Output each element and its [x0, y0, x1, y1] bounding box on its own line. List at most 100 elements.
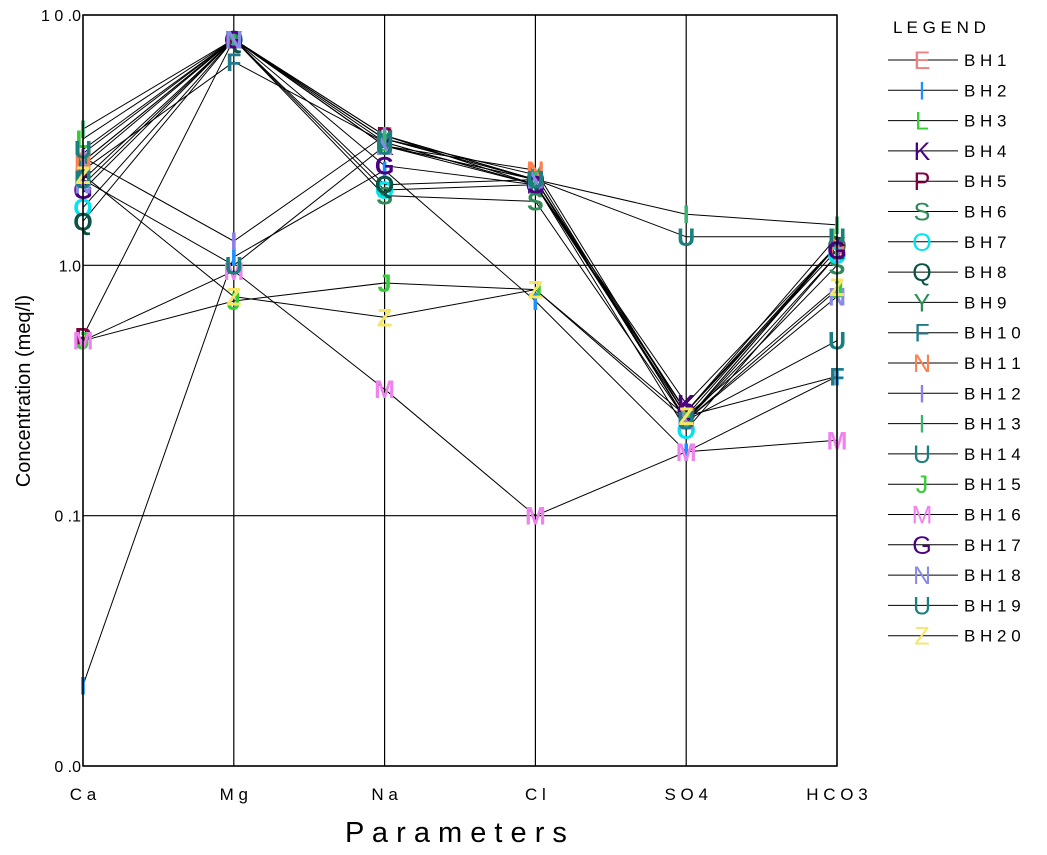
series-line-bh15 — [82, 282, 838, 422]
legend-label: B H 2 — [964, 81, 1007, 100]
marker-bh5-cl: P — [527, 172, 544, 200]
series-lines — [82, 38, 838, 686]
marker-bh9-na: Y — [376, 126, 393, 154]
x-tick-label: H C O 3 — [806, 785, 867, 804]
legend-item-bh12: I B H 1 2 — [888, 380, 1021, 408]
marker-bh11-so4: N — [677, 403, 695, 431]
legend-title: L E G E N D — [893, 18, 986, 37]
legend-marker: S — [914, 199, 931, 227]
x-tick-label: S O 4 — [664, 785, 707, 804]
marker-bh3-cl: L — [528, 172, 543, 200]
legend-label: B H 1 7 — [964, 536, 1021, 555]
marker-bh7-mg: O — [224, 26, 243, 54]
marker-bh12-cl: I — [532, 167, 539, 195]
marker-bh6-mg: S — [225, 26, 242, 54]
series-line-bh4 — [82, 38, 838, 405]
legend-label: B H 1 9 — [964, 596, 1021, 615]
marker-bh3-mg: L — [226, 26, 241, 54]
marker-bh14-mg: U — [225, 26, 243, 54]
legend-item-bh7: O B H 7 — [888, 229, 1007, 257]
legend-label: B H 1 0 — [964, 324, 1021, 343]
x-tick-label: C l — [525, 785, 546, 804]
marker-bh1-so4: E — [678, 407, 695, 435]
marker-bh8-so4: Q — [676, 399, 695, 427]
legend-label: B H 1 1 — [964, 354, 1021, 373]
marker-bh15-cl: J — [528, 277, 542, 305]
legend-label: B H 1 6 — [964, 506, 1021, 525]
marker-bh3-so4: L — [679, 399, 694, 427]
marker-bh8-na: Q — [375, 172, 394, 200]
marker-bh5-so4: P — [678, 399, 695, 427]
legend-item-bh3: L B H 3 — [888, 108, 1007, 136]
marker-bh12-so4: I — [683, 407, 690, 435]
plot-background — [83, 15, 837, 766]
legend-label: B H 4 — [964, 142, 1007, 161]
marker-bh17-mg: G — [224, 26, 243, 54]
legend-marker: I — [919, 380, 926, 408]
marker-bh6-na: S — [376, 183, 393, 211]
legend-label: B H 3 — [964, 112, 1007, 131]
y-tick-label: 1 0 .0 — [41, 8, 81, 25]
marker-bh10-na: F — [377, 129, 392, 157]
legend-item-bh13: I B H 1 3 — [888, 411, 1021, 439]
marker-bh4-na: K — [376, 133, 394, 161]
series-line-bh7 — [82, 38, 838, 431]
legend-label: B H 9 — [964, 293, 1007, 312]
legend-marker: O — [912, 229, 931, 257]
marker-bh19-na: U — [376, 133, 394, 161]
legend-marker: Z — [914, 623, 929, 651]
marker-bh16-na: M — [374, 376, 395, 404]
legend-item-bh16: M B H 1 6 — [888, 502, 1021, 530]
marker-bh2-mg: I — [230, 244, 237, 272]
x-tick-label: C a — [70, 785, 97, 804]
legend-label: B H 1 8 — [964, 566, 1021, 585]
legend-marker: Y — [914, 289, 931, 317]
marker-bh6-so4: S — [678, 407, 695, 435]
legend-item-bh11: N B H 1 1 — [888, 350, 1021, 378]
marker-bh1-mg: E — [225, 26, 242, 54]
legend-label: B H 1 2 — [964, 384, 1021, 403]
marker-bh6-cl: S — [527, 188, 544, 216]
legend-label: B H 2 0 — [964, 627, 1021, 646]
series-line-bh17 — [82, 38, 838, 413]
marker-bh13-mg: I — [230, 26, 237, 54]
marker-bh17-cl: G — [526, 172, 545, 200]
legend-marker: F — [914, 320, 929, 348]
legend-item-bh19: U B H 1 9 — [888, 592, 1021, 620]
series-line-bh19 — [82, 145, 838, 422]
legend-item-bh15: J B H 1 5 — [888, 471, 1021, 499]
legend-marker: P — [914, 168, 931, 196]
marker-bh19-mg: U — [225, 252, 243, 280]
x-tick-labels: C a M g N a C l S O 4 H C O 3 — [70, 785, 868, 804]
legend-label: B H 1 3 — [964, 415, 1021, 434]
marker-bh16-so4: M — [676, 439, 697, 467]
legend-label: B H 7 — [964, 233, 1007, 252]
marker-bh14-so4: U — [677, 224, 695, 252]
marker-bh16-cl: M — [525, 503, 546, 531]
series-line-bh8 — [82, 38, 838, 413]
legend: L E G E N D E B H 1 I B H 2 L B H 3 K B H 4 P B H… — [888, 18, 1021, 651]
marker-bh20-na: Z — [377, 304, 392, 332]
x-tick-label: M g — [220, 785, 248, 804]
marker-bh20-cl: Z — [528, 277, 543, 305]
marker-bh7-cl: O — [526, 172, 545, 200]
marker-bh2-so4: I — [683, 439, 690, 467]
marker-bh5-na: P — [376, 123, 393, 151]
legend-item-bh18: N B H 1 8 — [888, 562, 1021, 590]
legend-marker: I — [919, 411, 926, 439]
marker-bh5-mg: P — [225, 26, 242, 54]
legend-item-bh9: Y B H 9 — [888, 289, 1007, 317]
marker-bh17-na: G — [375, 153, 394, 181]
marker-bh4-so4: K — [677, 391, 695, 419]
legend-marker: U — [913, 441, 931, 469]
marker-bh9-mg: Y — [225, 26, 242, 54]
legend-item-bh2: I B H 2 — [888, 77, 1007, 105]
legend-label: B H 5 — [964, 172, 1007, 191]
marker-bh20-so4: Z — [679, 403, 694, 431]
legend-label: B H 1 5 — [964, 475, 1021, 494]
marker-bh19-so4: U — [677, 407, 695, 435]
marker-bh18-na: N — [376, 133, 394, 161]
